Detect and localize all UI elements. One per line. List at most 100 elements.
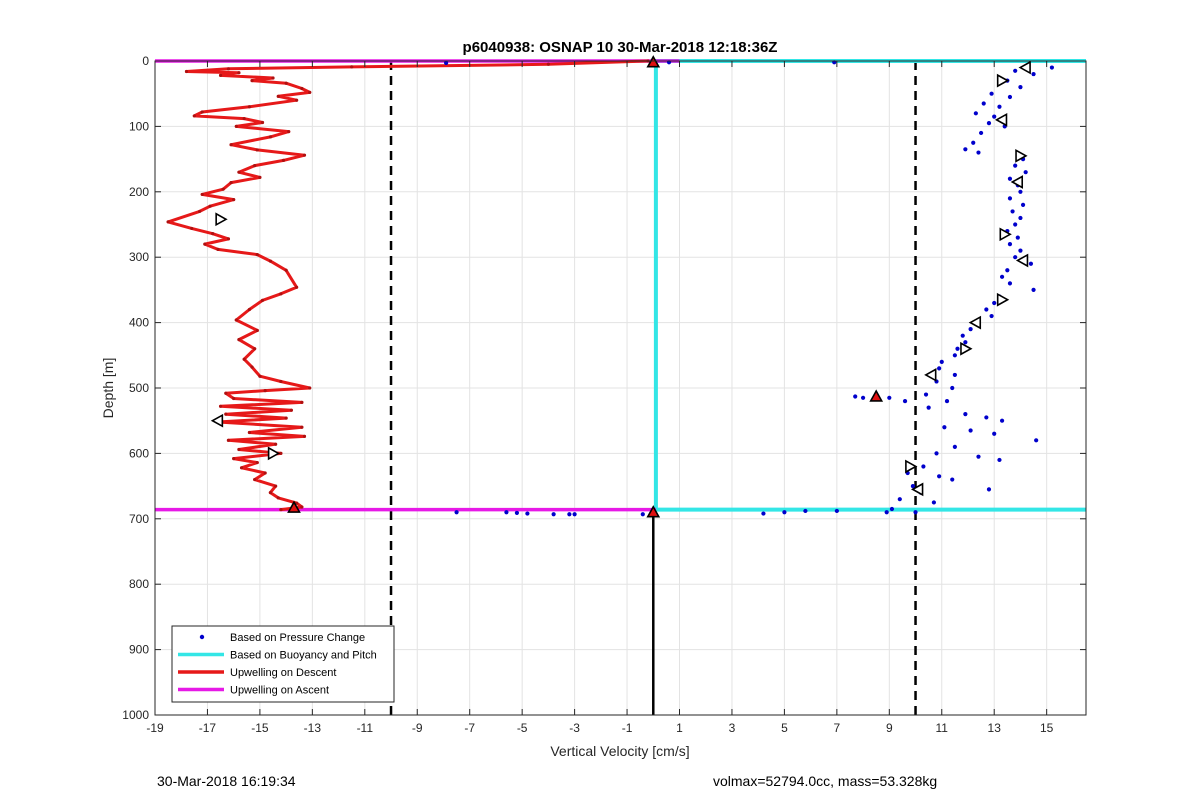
descent-point <box>237 71 241 75</box>
descent-point <box>274 442 278 446</box>
descent-point <box>232 457 236 461</box>
black-triangle-marker <box>267 446 281 461</box>
descent-point <box>203 242 207 246</box>
pressure-point <box>902 398 908 404</box>
pressure-point <box>1023 170 1028 175</box>
descent-point <box>221 187 225 191</box>
pressure-point <box>504 510 509 515</box>
descent-point <box>224 412 228 416</box>
red-triangle-marker <box>869 389 884 402</box>
x-tick-label: 9 <box>886 721 893 735</box>
x-tick-label: 13 <box>988 721 1002 735</box>
x-tick-label: -9 <box>412 721 423 735</box>
pressure-point <box>973 111 978 116</box>
descent-point <box>255 328 259 333</box>
descent-point <box>300 505 304 509</box>
descent-point <box>253 164 257 168</box>
descent-point <box>192 114 196 118</box>
x-tick-label: -11 <box>357 721 374 735</box>
black-triangle-marker <box>1018 60 1031 75</box>
x-axis-label: Vertical Velocity [cm/s] <box>550 743 689 759</box>
pressure-point <box>551 512 556 517</box>
pressure-point <box>999 274 1005 279</box>
pressure-point <box>1015 235 1020 240</box>
descent-point <box>224 391 228 395</box>
pressure-point <box>1010 209 1015 214</box>
pressure-point <box>944 398 950 404</box>
pressure-point <box>834 508 839 514</box>
legend-entry-label: Based on Buoyancy and Pitch <box>230 650 377 662</box>
red-triangle-marker <box>646 505 661 518</box>
x-tick-label: -7 <box>464 721 475 735</box>
legend-entry-label: Upwelling on Ascent <box>230 685 329 697</box>
pressure-point <box>937 474 942 479</box>
black-triangle-marker <box>1015 148 1028 163</box>
red-triangle-marker <box>646 55 661 68</box>
pressure-point <box>986 487 992 492</box>
descent-point <box>208 204 212 208</box>
red-triangle-marker <box>287 500 301 513</box>
pressure-point <box>572 512 577 517</box>
volume-mass-footer: volmax=52794.0cc, mass=53.328kg <box>713 773 938 789</box>
descent-point <box>279 292 283 296</box>
pressure-point <box>525 511 530 516</box>
descent-point <box>279 508 283 512</box>
pressure-point <box>1007 196 1013 201</box>
descent-point <box>234 318 238 322</box>
descent-point <box>308 386 312 390</box>
pressure-point <box>937 366 942 371</box>
descent-point <box>250 365 254 369</box>
x-tick-label: 7 <box>834 721 841 735</box>
descent-point <box>247 430 252 435</box>
y-tick-label: 300 <box>129 250 149 264</box>
chart-title: p6040938: OSNAP 10 30-Mar-2018 12:18:36Z <box>463 39 778 56</box>
black-triangle-marker <box>960 341 973 356</box>
pressure-point <box>963 340 968 345</box>
y-tick-label: 100 <box>129 119 149 133</box>
pressure-point <box>1018 189 1023 194</box>
descent-point <box>300 86 304 91</box>
pressure-point <box>1034 438 1039 443</box>
pressure-point <box>1013 163 1018 168</box>
series-descent-line <box>166 59 649 512</box>
pressure-point <box>640 512 645 517</box>
black-triangle-marker <box>1015 253 1029 268</box>
pressure-point <box>939 359 944 364</box>
pressure-point <box>950 477 955 482</box>
descent-point <box>268 491 272 495</box>
legend-entry-label: Based on Pressure Change <box>230 632 365 644</box>
descent-point <box>239 466 244 470</box>
pressure-point <box>952 444 957 449</box>
pressure-point <box>444 60 449 66</box>
descent-point <box>284 81 288 85</box>
y-axis-label: Depth [m] <box>100 358 116 419</box>
pressure-point <box>968 327 973 332</box>
descent-point <box>197 209 202 214</box>
descent-point <box>274 484 278 488</box>
pressure-point <box>923 392 929 397</box>
descent-point <box>263 471 267 475</box>
black-triangle-marker <box>968 315 982 330</box>
pressure-point <box>984 415 989 420</box>
descent-point <box>226 67 231 71</box>
pressure-point <box>989 313 994 319</box>
timestamp-footer: 30-Mar-2018 16:19:34 <box>157 773 296 789</box>
descent-point <box>229 181 233 185</box>
descent-point <box>253 347 257 351</box>
pressure-point <box>1007 176 1013 181</box>
descent-point <box>253 477 257 482</box>
descent-point <box>268 135 272 139</box>
pressure-point <box>978 130 984 136</box>
y-tick-label: 900 <box>129 643 149 657</box>
x-tick-label: -1 <box>622 721 633 735</box>
pressure-point <box>803 508 808 514</box>
pressure-point <box>1031 287 1036 292</box>
descent-point <box>287 130 291 134</box>
descent-point <box>232 198 236 202</box>
descent-point <box>216 247 220 251</box>
pressure-point <box>1018 215 1023 221</box>
pressure-point <box>1013 222 1018 227</box>
black-triangle-marker <box>215 212 228 227</box>
pressure-point <box>997 457 1002 463</box>
pressure-point <box>997 104 1002 109</box>
